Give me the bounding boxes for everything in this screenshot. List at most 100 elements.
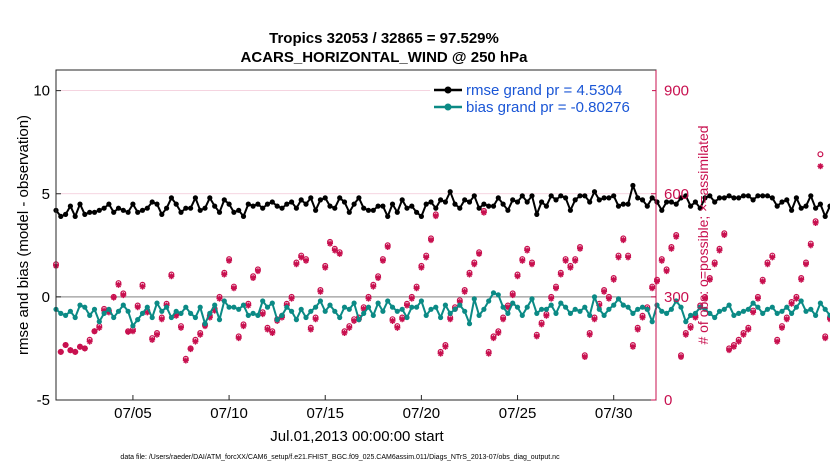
rmse-point: [668, 199, 675, 205]
rmse-point: [120, 207, 126, 213]
rmse-point: [173, 201, 179, 207]
obs-assimilated-point: [730, 343, 737, 350]
rmse-point: [659, 207, 665, 213]
obs-assimilated-point: [341, 329, 348, 336]
rmse-point: [91, 209, 98, 215]
obs-assimilated-point: [240, 323, 247, 330]
bias-point: [197, 304, 203, 310]
rmse-point: [591, 189, 598, 195]
rmse-point: [125, 209, 131, 215]
legend-bias-label: bias grand pr = -0.80276: [466, 99, 630, 116]
rmse-point: [664, 199, 670, 205]
y-left-axis-label: rmse and bias (model - observation): [15, 115, 32, 355]
obs-assimilated-point: [817, 163, 824, 170]
obs-assimilated-point: [288, 295, 295, 302]
obs-assimilated-point: [620, 237, 627, 244]
obs-assimilated-point: [254, 268, 261, 275]
obs-assimilated-point: [403, 302, 410, 309]
obs-assimilated-point: [538, 321, 545, 328]
obs-assimilated-point: [500, 316, 507, 323]
rmse-point: [793, 195, 800, 201]
obs-assimilated-point: [504, 304, 511, 311]
obs-assimilated-point: [711, 261, 718, 268]
bias-point: [649, 319, 655, 325]
bias-point: [539, 306, 545, 312]
rmse-point: [255, 201, 261, 207]
rmse-point: [168, 195, 174, 201]
rmse-point: [505, 207, 511, 213]
obs-assimilated-point: [572, 257, 579, 264]
rmse-point: [341, 199, 348, 205]
obs-assimilated-point: [365, 295, 372, 302]
bias-point: [596, 306, 602, 312]
rmse-point: [428, 199, 434, 205]
obs-assimilated-point: [557, 271, 564, 278]
rmse-point: [683, 193, 689, 199]
obs-assimilated-point: [178, 324, 184, 331]
obs-assimilated-point: [625, 254, 632, 261]
rmse-point: [370, 207, 376, 213]
bias-point: [519, 312, 525, 318]
bias-point: [495, 292, 501, 298]
rmse-point: [221, 197, 227, 203]
obs-assimilated-point: [134, 304, 141, 311]
obs-assimilated-point: [351, 317, 358, 324]
rmse-point: [760, 193, 766, 199]
bias-point: [72, 314, 78, 321]
y-left-axis-ticks: -5 0 5 10: [33, 83, 61, 409]
rmse-point: [606, 195, 612, 201]
bias-point: [245, 312, 251, 318]
y-left-tick-label: -5: [37, 392, 50, 409]
rmse-point: [688, 203, 694, 209]
rmse-point: [462, 197, 468, 203]
bias-point: [567, 310, 574, 316]
bias-point: [764, 306, 771, 312]
bias-point: [154, 300, 160, 306]
obs-assimilated-point: [331, 247, 338, 254]
legend-bias-marker: [444, 103, 452, 111]
obs-assimilated-point: [336, 250, 343, 257]
obs-possible-point: [817, 151, 824, 158]
obs-assimilated-point: [629, 343, 636, 350]
bias-point: [414, 304, 420, 310]
legend-rmse-label: rmse grand pr = 4.5304: [466, 82, 622, 99]
obs-assimilated-point: [658, 257, 665, 264]
bias-point: [514, 304, 521, 310]
obs-assimilated-point: [442, 343, 449, 350]
bias-point: [236, 306, 242, 312]
obs-assimilated-point: [192, 338, 199, 345]
rmse-point: [745, 193, 751, 199]
obs-assimilated-point: [77, 343, 84, 350]
bias-point: [433, 304, 439, 310]
rmse-point: [115, 205, 122, 211]
y-right-axis-label: # of obs: o=possible; ×=assimilated: [695, 125, 711, 344]
obs-assimilated-point: [601, 288, 608, 295]
bias-point: [558, 300, 564, 306]
rmse-point: [611, 193, 617, 199]
obs-assimilated-point: [788, 300, 795, 307]
bias-point: [471, 296, 477, 302]
obs-assimilated-series: [53, 163, 830, 364]
rmse-point: [236, 207, 242, 213]
bias-point: [106, 306, 112, 312]
obs-assimilated-point: [226, 257, 233, 264]
bias-point: [317, 298, 323, 304]
bias-point: [399, 306, 405, 312]
x-tick-label: 07/25: [499, 405, 537, 422]
obs-assimilated-point: [562, 257, 569, 264]
rmse-point: [154, 201, 160, 207]
bias-point: [361, 310, 367, 316]
obs-assimilated-point: [745, 326, 752, 333]
obs-assimilated-point: [418, 264, 425, 271]
obs-assimilated-point: [110, 294, 117, 301]
rmse-point: [726, 193, 732, 199]
bias-point: [120, 302, 126, 308]
rmse-point: [572, 197, 578, 203]
x-tick-label: 07/05: [114, 405, 152, 422]
rmse-point: [240, 213, 247, 219]
rmse-point: [822, 213, 828, 219]
bias-point: [466, 321, 473, 327]
obs-assimilated-point: [519, 257, 526, 264]
rmse-point: [264, 201, 271, 207]
bias-point: [664, 310, 670, 316]
